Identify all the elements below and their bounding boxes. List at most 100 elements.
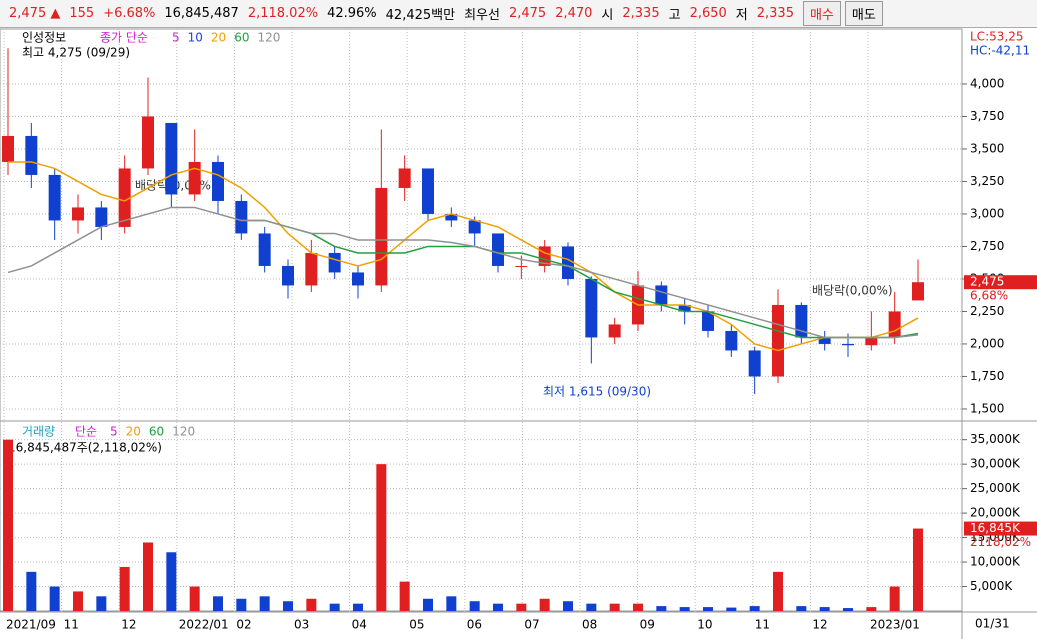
legend-entry: 5 [110,425,118,439]
x-tick-label: 07 [524,618,539,632]
low-label: 저 [735,8,748,23]
volume-bar [843,608,853,611]
candle-body [842,343,854,346]
candle-body [72,207,84,221]
y-tick-label: 25,000K [970,481,1021,495]
candle-body [235,200,248,234]
candle-body [398,168,411,188]
candle-body [305,252,318,286]
volume-bar [353,603,363,611]
candle-body [562,246,574,279]
volume-bar [166,552,177,611]
last-price: 2,475 [970,275,1004,289]
last-volume-pct: 2118,02% [970,535,1031,549]
x-tick-label: 11 [755,618,770,632]
candle-body [772,304,784,377]
x-tick-label: 10 [697,618,712,632]
candle-body [725,330,738,351]
legend-entry: 120 [257,31,280,45]
best-bid: 2,470 [555,6,593,21]
amount: 42,425백만 [385,8,456,23]
volume-bar [866,607,877,611]
candle-body [375,187,388,286]
x-tick-label: 2021/09 [6,618,56,632]
volume-bar [749,606,760,611]
x-tick-label: 04 [352,618,367,632]
quote-bar: 2,475 ▲ 155 +6.68% 16,845,487 2,118.02% … [0,0,1037,28]
x-tick-label: 02 [236,618,251,632]
candle-body [585,278,598,338]
volume-bar [516,603,527,611]
volume-bar [633,603,643,611]
volume-bar [773,571,783,611]
volume-bar [913,528,923,611]
volume-bar [679,607,690,611]
candle-body [865,337,878,346]
volume-bar [96,596,107,611]
y-tick-label: 3,250 [970,174,1004,188]
legend-entry: 60 [234,31,249,45]
min-label: 최저 1,615 (09/30) [543,385,651,399]
volume-ratio: 2,118.02% [247,6,319,21]
y-tick-label: 4,000 [970,76,1004,90]
legend-entry: 10 [188,31,203,45]
volume-bar [73,591,83,611]
x-tick-label: 12 [121,618,136,632]
x-end-label: 01/31 [975,617,1010,631]
x-tick-label: 09 [640,618,655,632]
y-tick-label: 10,000K [970,555,1021,569]
change-pct: +6.68% [103,6,156,21]
sell-button[interactable]: 매도 [844,1,883,26]
low: 2,335 [756,6,794,21]
volume-bar [423,598,433,611]
stock-name: 인성정보 [22,31,66,45]
candle-body [818,337,831,344]
volume-bar [586,603,597,611]
change: 155 [69,6,95,21]
candle-body [165,122,178,195]
volume-bar [609,603,620,611]
candle-body [95,207,108,227]
max-label: 최고 4,275 (09/29) [22,46,130,60]
volume-bar [306,598,317,611]
candle-body [142,116,154,169]
legend-entry: 5 [172,31,180,45]
x-tick-label: 06 [467,618,482,632]
y-tick-label: 1,500 [970,401,1004,415]
volume-bar [3,439,13,611]
y-tick-label: 2,750 [970,239,1004,253]
x-tick-label: 05 [409,618,424,632]
y-tick-label: 3,000 [970,206,1004,220]
candle-body [118,168,131,227]
volume-bar [539,598,550,611]
volume-bar [283,601,293,611]
candle-body [678,304,691,312]
volume-info: 16,845,487주(2,118,02%) [8,441,162,455]
ma-line [7,206,919,339]
legend-entry: 120 [172,425,195,439]
best-label: 최우선 [464,8,500,23]
volume-bar [726,607,737,611]
candle-body [328,252,341,273]
y-tick-label: 1,750 [970,369,1004,383]
x-tick-label: 12 [812,618,827,632]
volume-bar [213,596,223,611]
legend-entry: 60 [149,425,164,439]
volume-bar [376,464,387,611]
buy-button[interactable]: 매수 [802,1,841,26]
x-tick-label: 2023/01 [870,618,920,632]
x-tick-label: 03 [294,618,309,632]
ma-legend-title: 종가 단순 [100,31,148,45]
volume-bar [493,603,503,611]
volume-bar [236,598,247,611]
y-tick-label: 2,000 [970,336,1004,350]
last-price-box [964,275,1037,290]
x-tick-label: 08 [582,618,597,632]
volume-bar [189,586,200,611]
legend-entry: 20 [211,31,226,45]
candle-body [212,161,224,201]
candle-body [702,311,714,331]
best-ask: 2,475 [508,6,547,21]
candle-body [422,168,434,214]
candle-body [352,272,364,286]
